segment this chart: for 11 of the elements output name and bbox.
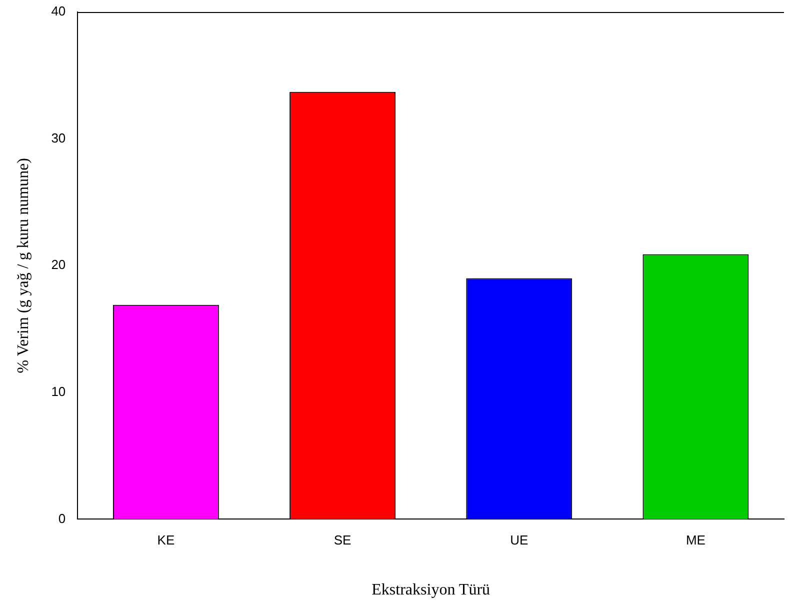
x-tick-label: SE bbox=[334, 532, 352, 548]
y-tick-label: 40 bbox=[51, 4, 66, 19]
y-tick-label: 20 bbox=[51, 257, 66, 272]
x-tick-label: KE bbox=[157, 532, 175, 548]
y-tick-label: 30 bbox=[51, 130, 66, 146]
x-tick-label: ME bbox=[686, 532, 706, 548]
x-axis-title: Ekstraksiyon Türü bbox=[372, 582, 490, 599]
x-tick-label: UE bbox=[510, 532, 528, 548]
y-axis-title: % Verim (g yağ / g kuru numune) bbox=[14, 158, 32, 374]
y-tick-label: 0 bbox=[58, 510, 66, 526]
y-tick-label: 10 bbox=[51, 384, 66, 399]
